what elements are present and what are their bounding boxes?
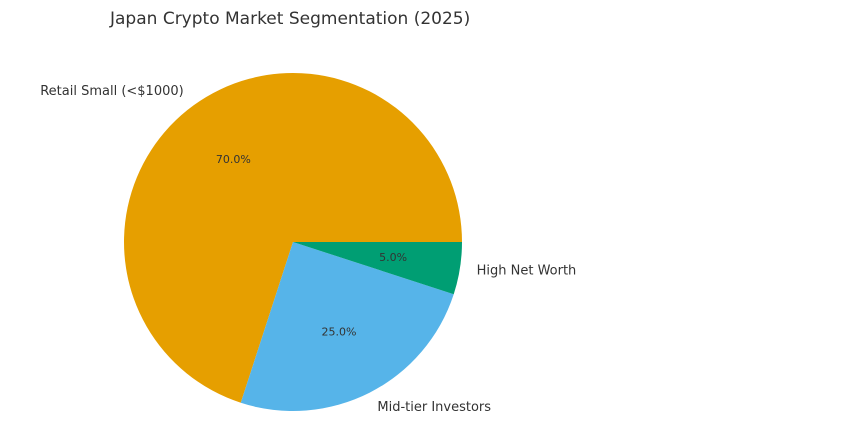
pie-slice [124,73,462,403]
pie-slice [240,242,454,411]
chart-title: Japan Crypto Market Segmentation (2025) [109,9,470,29]
pie-slice [293,242,462,295]
value-label: 70.0% [216,153,251,166]
category-label: Mid-tier Investors [377,400,491,415]
value-label: 5.0% [379,251,407,264]
category-label: Retail Small (<$1000) [40,84,184,99]
value-label: 25.0% [322,325,357,338]
category-label: High Net Worth [477,264,577,279]
